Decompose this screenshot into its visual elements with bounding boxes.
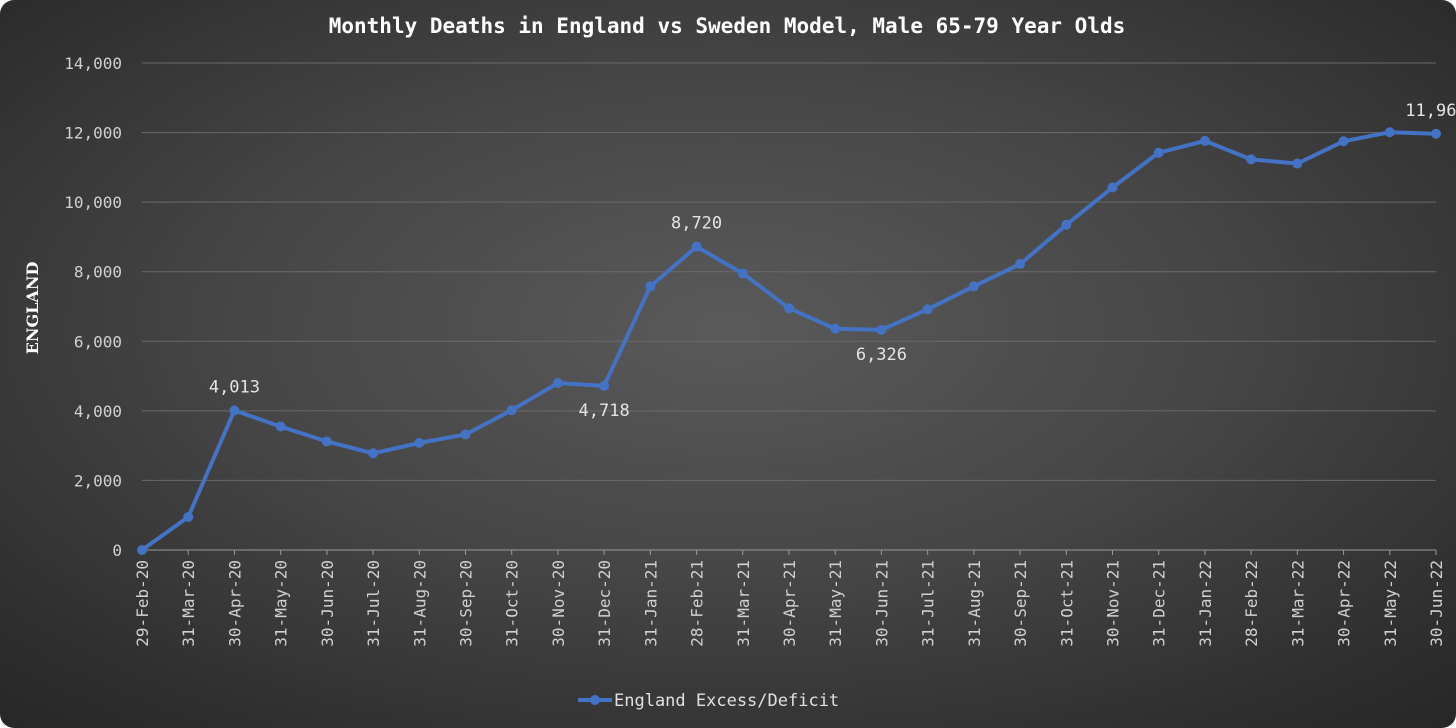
data-point	[737, 268, 748, 279]
x-tick-label: 31-Aug-21	[965, 560, 984, 647]
x-tick-label: 29-Feb-20	[133, 560, 152, 647]
data-point	[645, 281, 656, 292]
series-points	[137, 127, 1441, 555]
y-tick-label: 10,000	[64, 193, 122, 212]
y-axis-ticks: 0 2,000 4,000 6,000 8,000 10,000 12,000 14,000	[64, 54, 122, 560]
data-labels: 4,013 4,718 8,720 6,326 11,966	[209, 101, 1456, 421]
x-tick-label: 31-Mar-22	[1288, 560, 1307, 647]
x-tick-label: 31-Mar-20	[179, 560, 198, 647]
x-tick-label: 30-Jun-20	[318, 560, 337, 647]
data-point	[552, 378, 563, 389]
x-tick-label: 28-Feb-22	[1242, 560, 1261, 647]
data-point	[506, 405, 517, 416]
data-label: 11,966	[1405, 101, 1456, 121]
data-point	[1338, 136, 1349, 147]
x-tick-label: 31-Oct-21	[1057, 560, 1076, 647]
x-tick-label: 30-Apr-21	[780, 560, 799, 647]
data-point	[1153, 147, 1164, 158]
data-point	[784, 303, 794, 314]
x-tick-label: 30-Nov-20	[549, 560, 568, 647]
data-point	[599, 380, 610, 391]
data-point	[321, 436, 332, 447]
data-point	[1246, 154, 1257, 165]
legend-dot-marker	[590, 695, 600, 705]
x-axis-ticks: 29-Feb-20 31-Mar-20 30-Apr-20 31-May-20 30-J…	[133, 550, 1446, 647]
x-tick-label: 31-Jan-22	[1196, 560, 1215, 647]
data-point	[368, 448, 379, 459]
x-tick-label: 31-Jul-20	[364, 560, 383, 647]
x-tick-label: 30-Jun-21	[872, 560, 891, 647]
y-tick-label: 4,000	[74, 402, 122, 421]
data-point	[1061, 219, 1072, 230]
data-point	[830, 323, 841, 334]
y-tick-label: 0	[112, 541, 122, 560]
data-point	[1107, 182, 1118, 193]
y-tick-label: 14,000	[64, 54, 122, 73]
x-tick-label: 30-Apr-20	[225, 560, 244, 647]
x-tick-label: 30-Jun-22	[1427, 560, 1446, 647]
x-tick-label: 31-Dec-21	[1150, 560, 1169, 647]
data-point	[1015, 259, 1026, 270]
legend-label: England Excess/Deficit	[614, 691, 839, 711]
data-label: 4,718	[579, 401, 630, 421]
data-point	[922, 304, 933, 315]
data-label: 4,013	[209, 377, 260, 397]
data-point	[137, 545, 147, 555]
chart-title: Monthly Deaths in England vs Sweden Mode…	[329, 14, 1126, 38]
data-point	[1431, 128, 1441, 139]
data-point	[183, 511, 194, 522]
legend: England Excess/Deficit	[578, 691, 839, 711]
y-tick-label: 6,000	[74, 332, 122, 351]
gridlines	[142, 62, 1436, 551]
data-label: 6,326	[856, 345, 907, 365]
data-point	[1199, 135, 1210, 146]
data-point	[968, 281, 979, 292]
data-point	[414, 437, 425, 448]
x-tick-label: 28-Feb-21	[688, 560, 707, 647]
x-tick-label: 31-May-21	[826, 560, 845, 647]
x-tick-label: 30-Nov-21	[1104, 560, 1123, 647]
data-label: 8,720	[671, 214, 722, 234]
data-point	[229, 405, 240, 416]
x-tick-label: 30-Apr-22	[1335, 560, 1354, 647]
x-tick-label: 31-May-20	[272, 560, 291, 647]
x-tick-label: 31-Jan-21	[641, 560, 660, 647]
data-point	[460, 429, 471, 440]
x-tick-label: 30-Sep-20	[457, 560, 476, 647]
data-point	[1384, 127, 1395, 138]
x-tick-label: 31-May-22	[1381, 560, 1400, 647]
x-tick-label: 31-Jul-21	[919, 560, 938, 647]
x-tick-label: 30-Sep-21	[1011, 560, 1030, 647]
data-point	[1292, 158, 1303, 169]
y-tick-label: 8,000	[74, 263, 122, 282]
data-point	[275, 421, 286, 432]
y-tick-label: 2,000	[74, 471, 122, 490]
data-point	[876, 324, 887, 335]
x-tick-label: 31-Aug-20	[410, 560, 429, 647]
y-tick-label: 12,000	[64, 124, 122, 143]
x-tick-label: 31-Mar-21	[734, 560, 753, 647]
y-axis-label: ENGLAND	[23, 262, 42, 355]
x-tick-label: 31-Dec-20	[595, 560, 614, 647]
x-tick-label: 31-Oct-20	[503, 560, 522, 647]
data-point	[691, 241, 702, 252]
